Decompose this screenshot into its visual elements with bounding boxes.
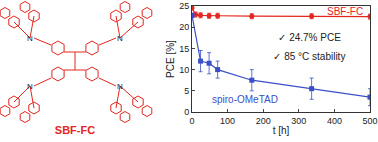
svg-text:0: 0 — [184, 107, 189, 117]
svg-text:300: 300 — [291, 116, 306, 126]
svg-text:PCE [%]: PCE [%] — [165, 40, 176, 78]
svg-text:N: N — [117, 82, 123, 91]
svg-text:10: 10 — [179, 65, 189, 75]
svg-text:t [h]: t [h] — [273, 125, 290, 136]
svg-text:200: 200 — [256, 116, 271, 126]
svg-text:N: N — [27, 82, 33, 91]
svg-text:100: 100 — [220, 116, 235, 126]
svg-text:N: N — [27, 34, 33, 43]
svg-text:N: N — [117, 34, 123, 43]
svg-text:SBF-FC: SBF-FC — [327, 6, 363, 17]
svg-text:400: 400 — [327, 116, 342, 126]
svg-text:✓ 24.7% PCE: ✓ 24.7% PCE — [278, 32, 341, 43]
svg-text:25: 25 — [179, 1, 189, 11]
svg-text:5: 5 — [184, 86, 189, 96]
svg-text:500: 500 — [362, 116, 377, 126]
svg-text:SBF-FC: SBF-FC — [55, 124, 95, 136]
svg-text:0: 0 — [189, 116, 194, 126]
svg-text:✓ 85 °C stability: ✓ 85 °C stability — [273, 51, 345, 62]
svg-text:15: 15 — [179, 44, 189, 54]
svg-text:20: 20 — [179, 22, 189, 32]
svg-text:spiro-OMeTAD: spiro-OMeTAD — [212, 94, 278, 105]
